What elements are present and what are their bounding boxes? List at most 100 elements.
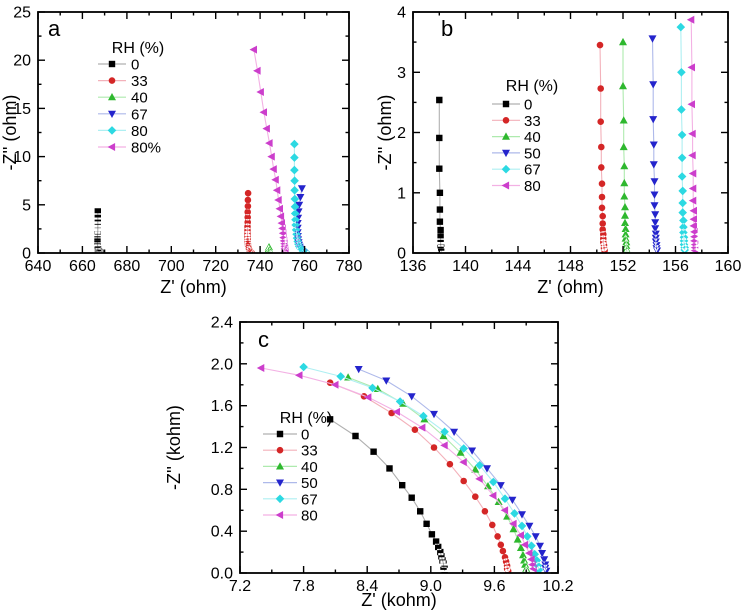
- series-markers-rh-33: [326, 379, 512, 573]
- y-axis-title: -Z'' (ohm): [375, 95, 395, 171]
- x-tick-label: 720: [202, 258, 229, 275]
- x-tick-label: 140: [452, 258, 479, 275]
- legend-item-label: 0: [524, 97, 532, 114]
- axis-ticks: [37, 11, 350, 254]
- x-tick-label: 156: [662, 258, 689, 275]
- series-markers-rh-50: [648, 35, 662, 253]
- y-tick-label: 0: [22, 246, 31, 263]
- x-tick-label: 660: [69, 258, 96, 275]
- y-tick-label: 5: [22, 197, 31, 214]
- legend-marker-rh-50: [276, 479, 284, 487]
- y-axis-title: -Z'' (kohm): [164, 405, 184, 490]
- y-tick-label: 25: [13, 5, 31, 22]
- legend-item-label: 80%: [131, 140, 161, 157]
- panel-label: a: [48, 16, 61, 41]
- series-markers-rh-40: [264, 243, 274, 253]
- x-tick-label: 10.2: [542, 578, 573, 595]
- legend-title: RH (%): [506, 78, 558, 95]
- series-markers-rh-0: [94, 208, 104, 253]
- series-markers-rh-80: [256, 364, 537, 573]
- series-markers-rh-40: [619, 37, 631, 253]
- legend-title: RH (%): [112, 40, 164, 57]
- legend-marker-rh-80: [107, 126, 117, 135]
- x-tick-label: 9.0: [420, 578, 442, 595]
- legend-marker-rh-67: [501, 164, 511, 174]
- x-tick-label: 160: [715, 258, 742, 275]
- legend-title: RH (%): [280, 410, 332, 427]
- y-tick-label: 1.6: [211, 398, 233, 415]
- x-tick-label: 152: [610, 258, 637, 275]
- panel-label: b: [441, 16, 453, 41]
- plot-border: [37, 11, 350, 254]
- panel-b-chart: 136 140 144 148 152 156 160 0 1 2 3 4 Z' (ohm) -Z'' (…: [375, 5, 741, 298]
- series-markers-rh-33: [244, 189, 255, 253]
- legend-item-label: 0: [131, 57, 139, 74]
- x-tick-label: 760: [291, 258, 318, 275]
- legend-marker-rh-80%: [107, 143, 116, 151]
- x-tick-label: 7.8: [292, 578, 314, 595]
- legend-marker-rh-0: [276, 430, 284, 438]
- y-tick-label: 0.0: [211, 566, 233, 583]
- legend-item-label: 50: [301, 475, 318, 492]
- legend-item-label: 33: [524, 113, 541, 130]
- legend-item-label: 67: [301, 491, 318, 508]
- x-tick-label: 8.4: [356, 578, 378, 595]
- x-tick-label: 144: [505, 258, 532, 275]
- legend-marker-rh-33: [108, 77, 116, 84]
- legend-marker-rh-40: [276, 462, 284, 470]
- series-markers-rh-67: [676, 22, 689, 253]
- x-axis-title: Z' (kohm): [361, 590, 436, 610]
- tick-labels: 640 660 680 700 720 740 760 780 0 5 10 15 20 25: [13, 5, 362, 276]
- legend-item-label: 40: [524, 129, 541, 146]
- panel-a-chart: 640 660 680 700 720 740 760 780 0 5 10 15 20 25 Z' (oh…: [0, 5, 362, 298]
- y-tick-label: 4: [397, 5, 406, 22]
- y-tick-label: 0.8: [211, 482, 233, 499]
- plot-border: [239, 321, 559, 574]
- legend-item-label: 67: [524, 162, 541, 179]
- legend-marker-rh-33: [276, 446, 284, 454]
- legend-marker-rh-67: [275, 494, 285, 504]
- x-tick-label: 136: [400, 258, 427, 275]
- axis-ticks: [239, 321, 559, 574]
- legend-marker-rh-80: [501, 181, 510, 190]
- legend-item-label: 80: [301, 508, 318, 525]
- y-tick-label: 1.2: [211, 440, 233, 457]
- series-markers-rh-80%: [249, 45, 289, 253]
- legend-marker-rh-40: [502, 132, 510, 140]
- legend-marker-rh-50: [502, 149, 510, 158]
- series-layer: [436, 15, 699, 253]
- legend-item-label: 0: [301, 427, 309, 444]
- x-tick-label: 680: [114, 258, 141, 275]
- legend-item-label: 50: [524, 145, 541, 162]
- series-markers-rh-50: [354, 366, 551, 573]
- x-tick-label: 7.2: [229, 578, 251, 595]
- y-tick-label: 2.0: [211, 356, 233, 373]
- x-tick-label: 640: [25, 258, 52, 275]
- tick-labels: 7.2 7.8 8.4 9.0 9.6 10.2 0.0 0.4 0.8 1.2 1.6 2.0 2.4: [211, 315, 574, 596]
- x-axis-title: Z' (ohm): [160, 277, 226, 297]
- legend-item-label: 80: [131, 123, 148, 140]
- panel-label: c: [258, 327, 269, 352]
- legend-marker-rh-40: [108, 93, 116, 101]
- legend-item-label: 67: [131, 106, 148, 123]
- y-tick-label: 10: [13, 149, 31, 166]
- legend-marker-rh-0: [502, 100, 510, 108]
- y-tick-label: 0.4: [211, 524, 233, 541]
- series-markers-rh-0: [436, 96, 445, 253]
- panel-c-chart: 7.2 7.8 8.4 9.0 9.6 10.2 0.0 0.4 0.8 1.2 1.6 2.0 2.4…: [164, 315, 574, 610]
- y-tick-label: 20: [13, 53, 31, 70]
- series-markers-rh-33: [596, 41, 608, 253]
- series-layer: [256, 362, 551, 573]
- series-markers-rh-67: [299, 362, 544, 573]
- y-tick-label: 0: [397, 246, 406, 263]
- legend-marker-rh-80: [275, 511, 284, 519]
- legend-item-label: 40: [131, 90, 148, 107]
- tick-labels: 136 140 144 148 152 156 160 0 1 2 3 4: [397, 5, 741, 276]
- legend-item-label: 33: [131, 73, 148, 90]
- legend-marker-rh-67: [108, 110, 116, 118]
- series-layer: [94, 45, 311, 253]
- y-tick-label: 2: [397, 125, 406, 142]
